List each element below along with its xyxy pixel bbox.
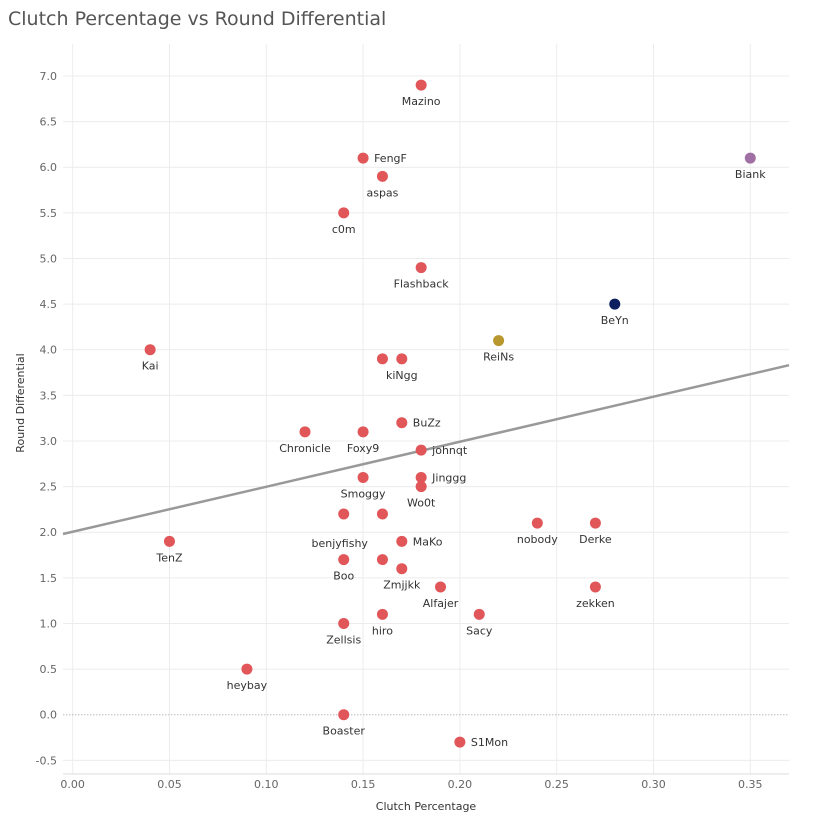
- data-point: [396, 417, 408, 429]
- data-point: [473, 608, 485, 620]
- point-label: Zmjjkk: [383, 579, 421, 592]
- point-label: TenZ: [155, 551, 183, 564]
- point-label: c0m: [332, 223, 356, 236]
- y-tick-label: 2.0: [40, 526, 58, 539]
- y-tick-label: 6.5: [40, 116, 58, 129]
- data-point: [435, 581, 447, 593]
- point-label: BuZz: [413, 417, 441, 430]
- x-tick-label: 0.00: [60, 778, 85, 791]
- y-tick-label: 0.5: [40, 663, 58, 676]
- y-tick-label: 0.0: [40, 709, 58, 722]
- data-point: [338, 554, 350, 566]
- y-tick-label: 1.5: [40, 572, 58, 585]
- y-tick-label: 5.0: [40, 252, 58, 265]
- y-tick-label: 3.0: [40, 435, 58, 448]
- x-tick-label: 0.25: [544, 778, 569, 791]
- point-label: heybay: [227, 679, 268, 692]
- data-point: [396, 563, 408, 575]
- point-label: FengF: [374, 152, 407, 165]
- x-tick-label: 0.20: [448, 778, 473, 791]
- y-tick-label: 2.5: [40, 481, 58, 494]
- data-point: [415, 79, 427, 91]
- point-label: Smoggy: [341, 487, 386, 500]
- x-tick-label: 0.15: [351, 778, 376, 791]
- x-tick-label: 0.30: [641, 778, 666, 791]
- data-point: [338, 617, 350, 629]
- data-point: [376, 608, 388, 620]
- y-tick-label: 3.5: [40, 389, 58, 402]
- point-label: Derke: [579, 533, 612, 546]
- point-label: Wo0t: [407, 497, 436, 510]
- grid-layer: [63, 44, 789, 774]
- point-label: Boo: [333, 570, 354, 583]
- data-point: [338, 207, 350, 219]
- point-label: nobody: [517, 533, 558, 546]
- data-point: [357, 152, 369, 164]
- point-label: aspas: [366, 186, 398, 199]
- data-point: [241, 663, 253, 675]
- x-tick-label: 0.05: [157, 778, 182, 791]
- point-label: Sacy: [466, 624, 493, 637]
- point-label: Kai: [142, 360, 159, 373]
- y-tick-label: 7.0: [40, 70, 58, 83]
- y-tick-label: 4.0: [40, 344, 58, 357]
- point-label: Jinggg: [431, 471, 466, 484]
- data-point: [357, 471, 369, 483]
- data-point: [376, 353, 388, 365]
- point-label: kiNgg: [386, 369, 418, 382]
- point-label: Foxy9: [347, 442, 379, 455]
- point-label: BeYn: [601, 314, 629, 327]
- point-label: S1Mon: [471, 736, 508, 749]
- data-point: [454, 736, 466, 748]
- y-tick-label: 4.5: [40, 298, 58, 311]
- x-tick-label: 0.35: [738, 778, 763, 791]
- data-point: [163, 535, 175, 547]
- y-axis-title: Round Differential: [14, 353, 27, 452]
- point-label: Zellsis: [326, 633, 361, 646]
- data-point: [609, 298, 621, 310]
- data-point: [396, 535, 408, 547]
- data-point: [376, 554, 388, 566]
- data-point: [415, 471, 427, 483]
- data-point: [589, 581, 601, 593]
- data-point: [744, 152, 756, 164]
- data-point: [415, 481, 427, 493]
- point-label: MaKo: [413, 535, 443, 548]
- point-label: hiro: [372, 624, 393, 637]
- chart-title: Clutch Percentage vs Round Differential: [8, 8, 387, 30]
- data-point: [531, 517, 543, 529]
- point-label: zekken: [576, 597, 615, 610]
- y-tick-label: -0.5: [36, 754, 57, 767]
- data-point: [396, 353, 408, 365]
- x-tick-label: 0.10: [254, 778, 279, 791]
- point-label: Flashback: [394, 278, 450, 291]
- point-label: benjyfishy: [312, 537, 369, 550]
- data-point: [357, 426, 369, 438]
- data-point: [415, 262, 427, 274]
- y-tick-label: 1.0: [40, 617, 58, 630]
- data-point: [299, 426, 311, 438]
- point-label: Alfajer: [423, 597, 459, 610]
- axis-layer: 0.00 0.05 0.10 0.15 0.20 0.25 0.30 0.35 -0.5 0.0 0…: [36, 70, 789, 791]
- point-label: Biank: [735, 168, 766, 181]
- data-point: [338, 709, 350, 721]
- data-point: [144, 344, 156, 356]
- data-point: [376, 508, 388, 520]
- point-layer: [144, 79, 756, 748]
- data-point: [415, 444, 427, 456]
- x-axis-title: Clutch Percentage: [376, 800, 477, 813]
- data-point: [493, 335, 505, 347]
- point-label: Chronicle: [279, 442, 331, 455]
- data-point: [589, 517, 601, 529]
- data-point: [376, 170, 388, 182]
- point-label: Boaster: [323, 725, 366, 738]
- y-tick-label: 6.0: [40, 161, 58, 174]
- data-point: [338, 508, 350, 520]
- point-label: ReiNs: [483, 351, 514, 364]
- point-label: johnqt: [431, 444, 468, 457]
- point-label: Mazino: [402, 95, 441, 108]
- y-tick-label: 5.5: [40, 207, 58, 220]
- label-layer: Mazino FengF aspas Biank c0m Flashback BeYn Kai…: [142, 95, 767, 749]
